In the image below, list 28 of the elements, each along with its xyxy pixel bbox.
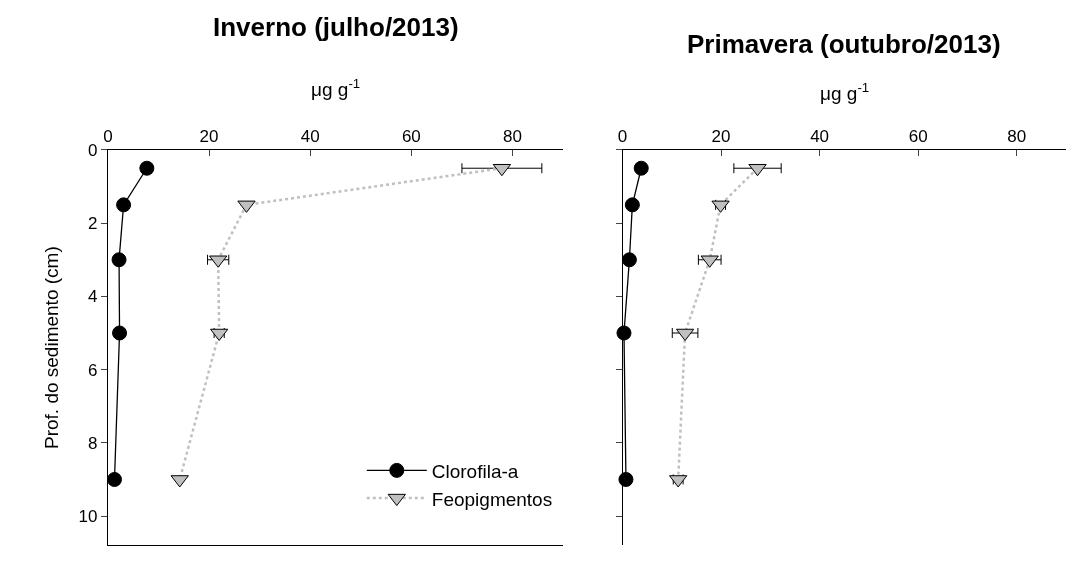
chart-title: Inverno (julho/2013) bbox=[213, 12, 459, 42]
x-tick-label: 0 bbox=[103, 127, 113, 147]
x-tick-label: 80 bbox=[1007, 127, 1027, 147]
point bbox=[624, 197, 640, 213]
y-tick-label: 2 bbox=[88, 214, 98, 234]
legend-label: Feopigmentos bbox=[431, 488, 553, 510]
x-axis-title: μg g$^{-1}$ bbox=[311, 76, 361, 100]
y-tick-label: 6 bbox=[88, 360, 98, 380]
y-axis-title: Prof. do sedimento (cm) bbox=[41, 246, 63, 450]
x-tick-label: 60 bbox=[908, 127, 928, 147]
point bbox=[633, 160, 649, 176]
x-tick-label: 20 bbox=[711, 127, 731, 147]
y-tick-label: 0 bbox=[88, 140, 98, 160]
point bbox=[675, 328, 695, 342]
x-tick-label: 20 bbox=[199, 127, 219, 147]
x-tick-label: 40 bbox=[810, 127, 830, 147]
legend-label: Clorofila-a bbox=[431, 460, 519, 482]
x-tick-label: 40 bbox=[300, 127, 320, 147]
chart-title: Primavera (outubro/2013) bbox=[687, 29, 1001, 59]
x-axis-title: μg g$^{-1}$ bbox=[820, 80, 870, 104]
y-tick-label: 4 bbox=[88, 287, 98, 307]
x-tick-label: 60 bbox=[401, 127, 421, 147]
point bbox=[748, 163, 767, 177]
y-tick-label: 10 bbox=[78, 507, 98, 527]
point bbox=[621, 252, 637, 268]
x-tick-label: 80 bbox=[503, 127, 522, 147]
x-tick-label: 0 bbox=[617, 127, 628, 147]
y-tick-label: 8 bbox=[88, 433, 98, 453]
